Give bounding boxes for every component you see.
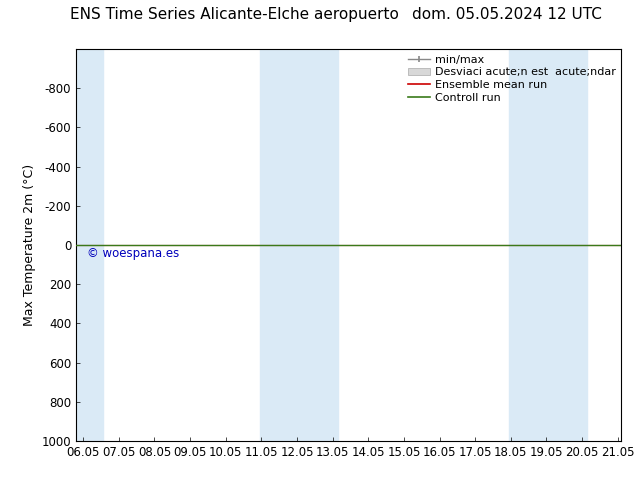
Legend: min/max, Desviaci acute;n est  acute;ndar, Ensemble mean run, Controll run: min/max, Desviaci acute;n est acute;ndar… xyxy=(406,52,618,105)
Text: dom. 05.05.2024 12 UTC: dom. 05.05.2024 12 UTC xyxy=(412,7,602,22)
Y-axis label: Max Temperature 2m (°C): Max Temperature 2m (°C) xyxy=(23,164,36,326)
Text: © woespana.es: © woespana.es xyxy=(87,247,179,260)
Text: ENS Time Series Alicante-Elche aeropuerto: ENS Time Series Alicante-Elche aeropuert… xyxy=(70,7,399,22)
Bar xyxy=(76,49,103,441)
Bar xyxy=(259,49,338,441)
Bar xyxy=(509,49,588,441)
